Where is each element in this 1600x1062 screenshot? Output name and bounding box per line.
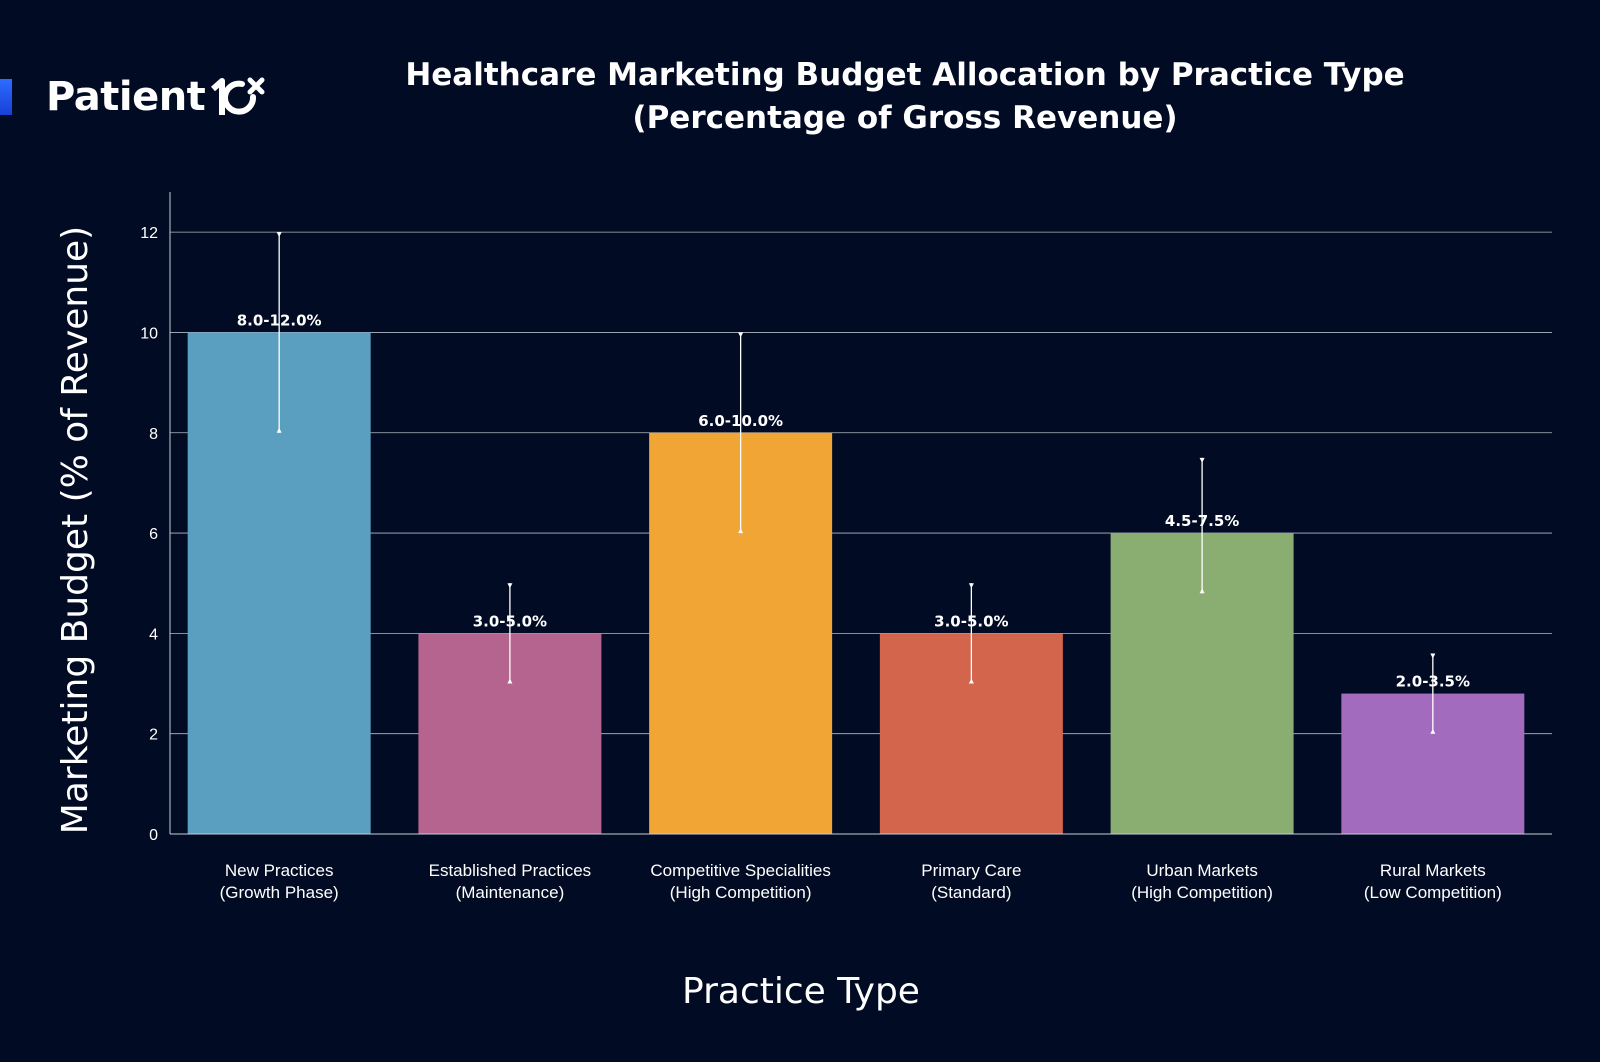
error-cap-top-5 [1430, 653, 1436, 659]
y-tick-label-12: 12 [140, 225, 158, 242]
brand-name: Patient [46, 74, 206, 120]
error-cap-bottom-1 [507, 678, 513, 684]
data-label-0: 8.0-12.0% [237, 311, 322, 329]
chart-title-line-2: (Percentage of Gross Revenue) [632, 100, 1178, 136]
data-label-3: 3.0-5.0% [934, 612, 1008, 630]
y-tick-label-2: 2 [149, 727, 158, 744]
x-axis-title: Practice Type [682, 971, 920, 1012]
x-tick-label-3-line-1: (Standard) [931, 883, 1011, 902]
x-tick-label-0-line-1: (Growth Phase) [220, 883, 339, 902]
patient-10x-mark-icon [211, 77, 265, 115]
x-tick-label-2-line-0: Competitive Specialities [650, 861, 830, 880]
data-label-5: 2.0-3.5% [1396, 673, 1470, 691]
error-cap-bottom-2 [738, 528, 744, 534]
error-cap-bottom-4 [1199, 588, 1205, 594]
error-cap-top-0 [276, 232, 282, 238]
y-tick-label-8: 8 [149, 426, 158, 443]
x-tick-label-5-line-1: (Low Competition) [1364, 883, 1502, 902]
logo-accent-bar [0, 79, 12, 115]
error-cap-top-1 [507, 583, 513, 589]
y-axis-title: Marketing Budget (% of Revenue) [55, 226, 96, 834]
data-label-2: 6.0-10.0% [698, 412, 783, 430]
x-tick-label-0-line-0: New Practices [225, 861, 334, 880]
error-cap-bottom-5 [1430, 728, 1436, 734]
chart-title-line-1: Healthcare Marketing Budget Allocation b… [405, 57, 1405, 93]
x-tick-label-3-line-0: Primary Care [921, 861, 1021, 880]
x-tick-label-2-line-1: (High Competition) [670, 883, 812, 902]
y-tick-label-0: 0 [149, 827, 158, 844]
data-label-1: 3.0-5.0% [473, 612, 547, 630]
y-tick-label-6: 6 [149, 526, 158, 543]
error-cap-bottom-0 [276, 427, 282, 433]
y-tick-label-4: 4 [149, 626, 158, 643]
x-tick-label-1-line-0: Established Practices [429, 861, 592, 880]
x-tick-label-5-line-0: Rural Markets [1380, 861, 1486, 880]
error-cap-top-3 [968, 583, 974, 589]
brand-logo: Patient [46, 72, 267, 122]
data-label-4: 4.5-7.5% [1165, 512, 1239, 530]
error-cap-bottom-3 [968, 678, 974, 684]
chart-title: Healthcare Marketing Budget Allocation b… [400, 54, 1410, 140]
x-tick-label-1-line-1: (Maintenance) [456, 883, 565, 902]
y-tick-label-10: 10 [140, 325, 158, 342]
x-tick-label-4-line-1: (High Competition) [1131, 883, 1273, 902]
x-tick-label-4-line-0: Urban Markets [1146, 861, 1257, 880]
error-cap-top-2 [738, 332, 744, 338]
error-cap-top-4 [1199, 457, 1205, 463]
